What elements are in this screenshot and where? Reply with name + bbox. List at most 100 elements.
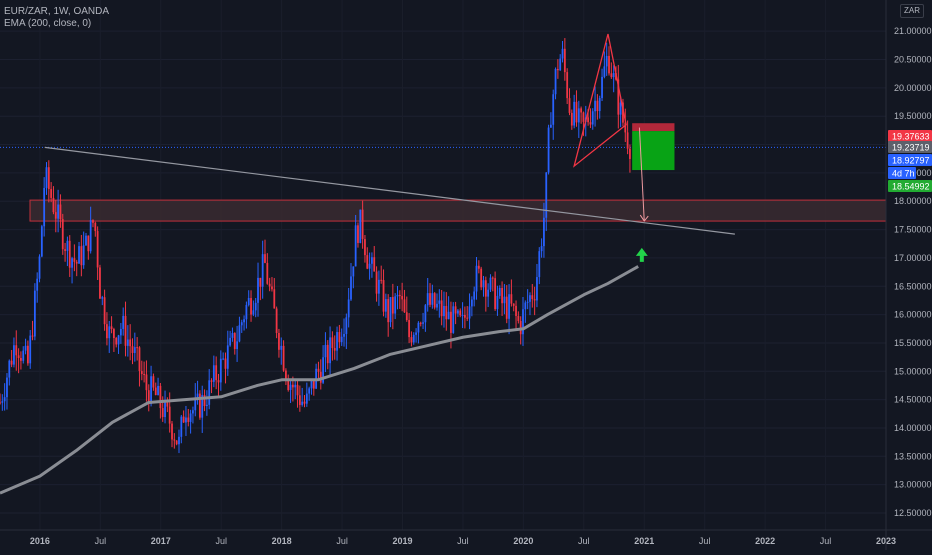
candle-body bbox=[189, 413, 192, 422]
candle-body bbox=[257, 277, 259, 303]
candle-body bbox=[13, 345, 15, 365]
candle-body bbox=[133, 347, 136, 353]
candle-body bbox=[545, 172, 548, 218]
candle-body bbox=[66, 240, 69, 251]
y-tick-label: 18.00000 bbox=[894, 196, 932, 206]
candle-body bbox=[596, 100, 599, 112]
candles-group bbox=[0, 38, 631, 454]
candle-body bbox=[212, 365, 215, 382]
candle-body bbox=[610, 73, 613, 78]
candle-body bbox=[326, 344, 329, 364]
candle-body bbox=[38, 256, 41, 279]
candle-body bbox=[291, 384, 294, 388]
symbol-legend[interactable]: EUR/ZAR, 1W, OANDA bbox=[4, 6, 110, 17]
candle-body bbox=[264, 254, 266, 263]
candle-body bbox=[487, 289, 490, 297]
candle-body bbox=[589, 122, 592, 125]
y-tick-label: 20.00000 bbox=[894, 83, 932, 93]
candle-body bbox=[601, 76, 603, 99]
y-tick-label: 14.50000 bbox=[894, 395, 932, 405]
candle-body bbox=[194, 398, 197, 411]
candle-body bbox=[598, 98, 601, 112]
candle-body bbox=[547, 127, 550, 173]
candle-body bbox=[433, 293, 436, 308]
projection-arrow-line bbox=[638, 127, 645, 222]
candle-body bbox=[87, 235, 90, 252]
price-label-text: 18.54992 bbox=[892, 182, 930, 192]
candle-body bbox=[415, 332, 417, 335]
candle-body bbox=[568, 98, 571, 113]
candle-body bbox=[222, 358, 225, 360]
candle-body bbox=[296, 384, 299, 396]
candle-body bbox=[371, 257, 373, 264]
candle-body bbox=[477, 265, 480, 269]
candle-body bbox=[403, 299, 406, 313]
candle-body bbox=[29, 335, 32, 364]
candle-body bbox=[529, 295, 531, 302]
candle-body bbox=[533, 299, 536, 301]
candle-body bbox=[57, 204, 60, 219]
candle-body bbox=[475, 265, 478, 292]
candle-body bbox=[275, 308, 278, 334]
candle-body bbox=[115, 337, 118, 345]
candle-body bbox=[498, 287, 501, 296]
candle-body bbox=[85, 235, 87, 246]
x-tick-label: 2016 bbox=[30, 536, 50, 546]
candle-body bbox=[138, 347, 141, 372]
x-tick-label: 2017 bbox=[151, 536, 171, 546]
candle-body bbox=[347, 299, 350, 318]
candle-body bbox=[208, 380, 211, 405]
candle-body bbox=[89, 220, 92, 252]
candle-body bbox=[43, 187, 46, 227]
ema-200-line bbox=[0, 265, 639, 495]
candle-body bbox=[71, 258, 73, 268]
y-tick-label: 14.00000 bbox=[894, 423, 932, 433]
candle-body bbox=[22, 350, 25, 361]
take-profit-zone bbox=[632, 131, 675, 171]
candle-body bbox=[64, 249, 66, 251]
candle-body bbox=[75, 261, 78, 264]
candle-body bbox=[143, 374, 146, 376]
candle-body bbox=[575, 101, 578, 123]
candle-body bbox=[52, 197, 55, 213]
candle-body bbox=[15, 345, 18, 356]
indicator-legend[interactable]: EMA (200, close, 0) bbox=[4, 18, 92, 29]
candle-body bbox=[445, 305, 448, 320]
currency-badge[interactable]: ZAR bbox=[900, 4, 924, 18]
candle-body bbox=[61, 219, 64, 250]
candle-body bbox=[266, 262, 269, 284]
candle-body bbox=[422, 322, 424, 324]
candle-body bbox=[243, 319, 245, 323]
candle-body bbox=[161, 408, 164, 418]
candle-body bbox=[226, 345, 229, 369]
candle-body bbox=[612, 73, 615, 78]
candle-body bbox=[59, 204, 62, 220]
candle-body bbox=[68, 240, 71, 268]
candle-body bbox=[20, 358, 22, 361]
candle-body bbox=[345, 317, 348, 334]
candle-body bbox=[10, 360, 13, 365]
candle-body bbox=[501, 287, 503, 304]
candle-body bbox=[201, 395, 204, 418]
candle-body bbox=[459, 310, 462, 316]
candle-body bbox=[443, 305, 445, 317]
x-tick-label: 2020 bbox=[513, 536, 533, 546]
x-tick-label: Jul bbox=[457, 536, 469, 546]
candle-body bbox=[157, 385, 159, 396]
candle-body bbox=[582, 112, 585, 122]
candle-body bbox=[512, 303, 515, 306]
candle-body bbox=[215, 365, 218, 381]
candle-body bbox=[231, 333, 234, 338]
candle-body bbox=[375, 271, 378, 294]
candle-body bbox=[391, 297, 394, 314]
candle-body bbox=[608, 55, 610, 74]
price-label-target bbox=[888, 180, 932, 192]
candle-body bbox=[629, 148, 631, 159]
support-zone bbox=[29, 199, 887, 222]
price-label-stop bbox=[888, 130, 932, 142]
candle-body bbox=[329, 337, 331, 364]
candle-body bbox=[522, 309, 524, 335]
candle-body bbox=[350, 276, 352, 300]
